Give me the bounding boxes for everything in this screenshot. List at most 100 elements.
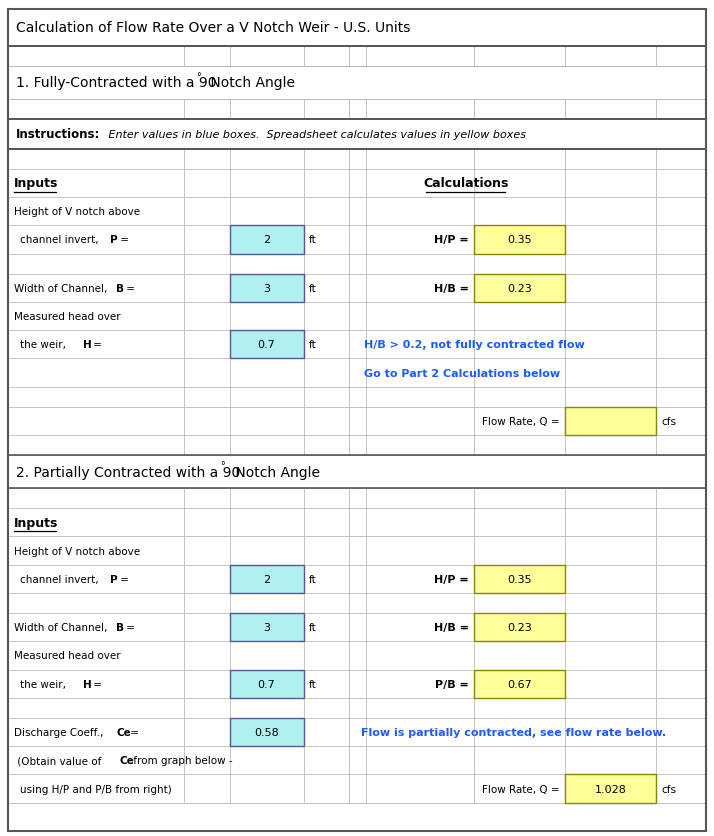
Bar	[184, 226, 230, 254]
Bar	[656, 359, 706, 387]
Text: 1.028: 1.028	[595, 783, 626, 793]
Bar	[366, 407, 474, 436]
Bar	[349, 508, 366, 537]
Bar	[8, 274, 184, 303]
Bar	[8, 641, 184, 670]
Bar	[303, 537, 349, 565]
Bar	[230, 718, 303, 747]
Bar	[230, 488, 303, 508]
Bar	[349, 47, 366, 67]
Bar	[565, 331, 656, 359]
Text: B: B	[116, 283, 124, 293]
Bar	[8, 488, 184, 508]
Bar	[349, 614, 366, 641]
Bar	[303, 303, 349, 331]
Text: =: =	[117, 574, 129, 584]
Bar	[565, 254, 656, 274]
Bar	[8, 254, 184, 274]
Text: P: P	[110, 235, 118, 245]
Text: 0.23: 0.23	[507, 283, 532, 293]
Bar	[303, 698, 349, 718]
Bar	[349, 488, 366, 508]
Bar	[303, 565, 349, 594]
Bar	[184, 641, 230, 670]
Bar	[8, 359, 184, 387]
Bar	[366, 803, 474, 831]
Bar	[349, 698, 366, 718]
Text: ft: ft	[308, 574, 316, 584]
Text: 2. Partially Contracted with a 90: 2. Partially Contracted with a 90	[16, 465, 240, 479]
Bar	[366, 150, 474, 170]
Bar	[565, 456, 656, 488]
Bar	[349, 718, 366, 747]
Bar	[474, 641, 565, 670]
Bar	[8, 120, 706, 150]
Text: using H/P and P/B from right): using H/P and P/B from right)	[20, 783, 172, 793]
Text: H/B =: H/B =	[434, 283, 469, 293]
Bar	[230, 641, 303, 670]
Bar	[303, 670, 349, 698]
Bar	[349, 170, 366, 198]
Bar	[349, 407, 366, 436]
Bar	[303, 120, 349, 150]
Bar	[366, 594, 474, 614]
Bar	[8, 747, 184, 774]
Bar	[565, 150, 656, 170]
Bar	[474, 170, 565, 198]
Bar	[184, 99, 230, 120]
Bar	[565, 67, 656, 99]
Text: cfs: cfs	[661, 416, 676, 426]
Text: =: =	[123, 283, 135, 293]
Bar	[349, 387, 366, 407]
Bar	[303, 488, 349, 508]
Bar	[303, 67, 349, 99]
Bar	[474, 99, 565, 120]
Text: ft: ft	[308, 340, 316, 350]
Bar	[303, 331, 349, 359]
Bar	[565, 10, 656, 47]
Bar	[656, 456, 706, 488]
Bar	[230, 274, 303, 303]
Bar	[474, 226, 565, 254]
Bar	[8, 718, 184, 747]
Text: Notch Angle: Notch Angle	[206, 76, 295, 90]
Bar	[366, 565, 474, 594]
Bar	[230, 670, 303, 698]
Bar	[366, 274, 474, 303]
Bar	[349, 67, 366, 99]
Bar	[565, 718, 656, 747]
Bar	[656, 594, 706, 614]
Text: =: =	[123, 623, 135, 632]
Bar	[474, 331, 565, 359]
Bar	[565, 774, 656, 803]
Bar	[230, 614, 303, 641]
Bar	[565, 170, 656, 198]
Bar	[230, 436, 303, 456]
Text: Go to Part 2 Calculations below: Go to Part 2 Calculations below	[364, 368, 560, 378]
Bar	[8, 99, 184, 120]
Bar	[184, 303, 230, 331]
Text: P: P	[110, 574, 118, 584]
Bar	[349, 120, 366, 150]
Text: channel invert,: channel invert,	[20, 235, 102, 245]
Bar	[303, 359, 349, 387]
Bar	[230, 774, 303, 803]
Bar	[366, 387, 474, 407]
Text: (Obtain value of: (Obtain value of	[14, 756, 105, 766]
Bar	[474, 614, 565, 641]
Bar	[184, 747, 230, 774]
Bar	[656, 641, 706, 670]
Bar	[565, 303, 656, 331]
Bar	[565, 387, 656, 407]
Bar	[184, 537, 230, 565]
Text: Width of Channel,: Width of Channel,	[14, 623, 111, 632]
Bar	[474, 120, 565, 150]
Bar	[8, 803, 706, 831]
Bar	[474, 670, 565, 698]
Bar	[184, 254, 230, 274]
Bar	[656, 774, 706, 803]
Bar	[366, 359, 474, 387]
Bar	[8, 537, 184, 565]
Text: 2: 2	[263, 235, 270, 245]
Text: ft: ft	[308, 235, 316, 245]
